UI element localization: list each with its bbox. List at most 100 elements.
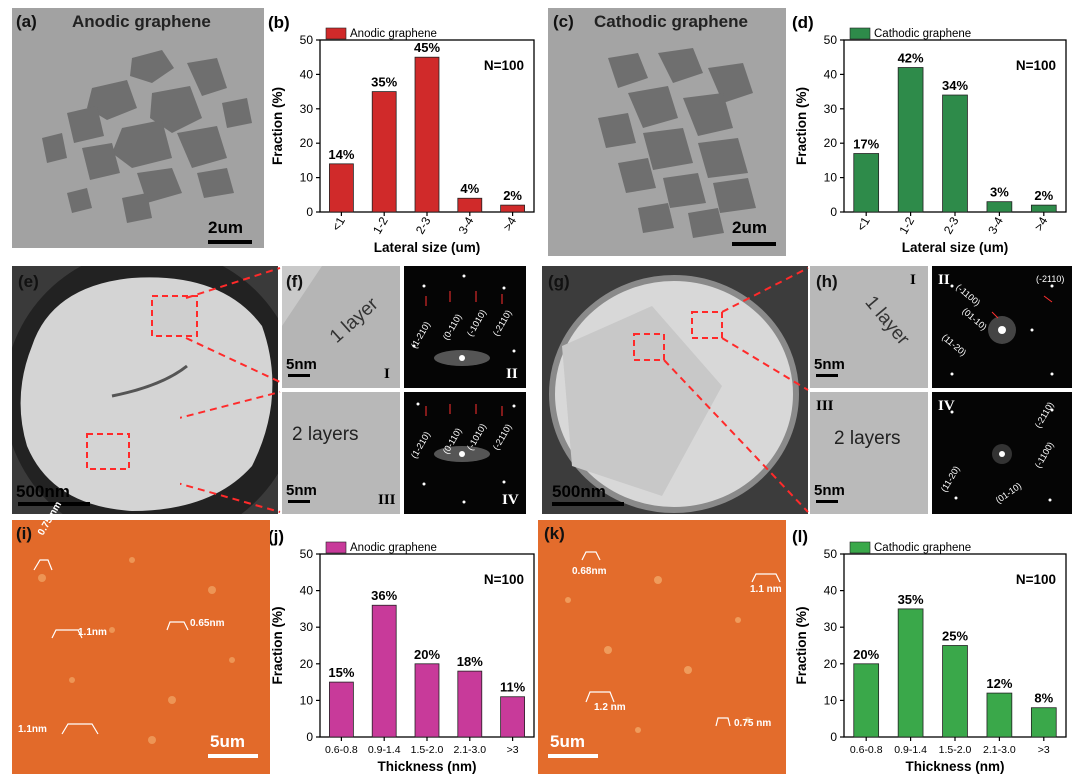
scale-label-f1: 5nm xyxy=(286,356,317,373)
bar-1-2 xyxy=(371,91,397,213)
y-tick-label: 50 xyxy=(300,33,314,47)
y-tick-label: 30 xyxy=(824,102,838,116)
zoom-lines-g xyxy=(663,267,809,513)
scale-label-c: 2um xyxy=(732,218,767,237)
hrtem-2layer-anodic xyxy=(282,392,400,514)
x-tick-label: 0.6-0.8 xyxy=(325,744,358,756)
x-tick-label: 2-3 xyxy=(941,214,962,236)
y-tick-label: 20 xyxy=(824,657,838,671)
subpanel-label-f-2: II xyxy=(506,366,518,382)
data-label: 15% xyxy=(328,665,354,680)
bar-chart-l: 0 10 20 30 40 50 20% 0.6-0.8 35% 0.9-1.4 25% 1.5-2.… xyxy=(790,522,1074,777)
subpanel-label-f-4: IV xyxy=(502,492,519,508)
data-label: 2% xyxy=(1034,188,1053,203)
x-tick-label: 2.1-3.0 xyxy=(453,744,486,756)
bar-2.1-3.0 xyxy=(457,670,483,738)
bar->4 xyxy=(1030,204,1057,213)
panel-label-a: (a) xyxy=(16,12,37,31)
x-tick-label: <1 xyxy=(329,214,348,233)
legend-label: Anodic graphene xyxy=(350,542,437,554)
y-tick-label: 0 xyxy=(830,730,837,744)
data-label: 14% xyxy=(328,147,354,162)
layer-label-2-h: 2 layers xyxy=(834,428,901,449)
height-label-k-1: 0.68nm xyxy=(572,566,607,577)
sample-count: N=100 xyxy=(1016,58,1056,73)
legend-label: Anodic graphene xyxy=(350,28,437,40)
bar-1-2 xyxy=(897,67,924,213)
subpanel-label-f-3: III xyxy=(378,492,396,508)
x-axis-label: Lateral size (um) xyxy=(902,240,1009,255)
y-axis-label: Fraction (%) xyxy=(794,606,809,684)
scale-label-f2: 5nm xyxy=(286,482,317,499)
legend-swatch xyxy=(849,27,871,40)
height-label-k-4: 0.75 nm xyxy=(734,718,772,729)
saed-1layer-cathodic xyxy=(932,266,1072,388)
x-tick-label: 3-4 xyxy=(985,214,1006,236)
y-tick-label: 10 xyxy=(300,171,314,185)
data-label: 3% xyxy=(990,185,1009,200)
panel-label-e: (e) xyxy=(18,272,39,291)
bar-2-3 xyxy=(942,94,968,213)
legend-label: Cathodic graphene xyxy=(874,542,971,554)
x-tick-label: >3 xyxy=(1038,744,1050,756)
x-axis-label: Thickness (nm) xyxy=(377,759,476,774)
data-label: 20% xyxy=(414,647,440,662)
y-tick-label: 10 xyxy=(824,693,838,707)
bar-3-4 xyxy=(986,201,1013,213)
y-tick-label: 40 xyxy=(300,584,314,598)
x-tick-label: 1-2 xyxy=(370,214,391,236)
bar-2-3 xyxy=(414,56,440,213)
x-axis-label: Lateral size (um) xyxy=(374,240,481,255)
saed-2layer-cathodic xyxy=(932,392,1072,514)
bar-1.5-2.0 xyxy=(942,645,968,738)
data-label: 4% xyxy=(460,181,479,196)
scale-label-a: 2um xyxy=(208,218,243,237)
y-tick-label: 10 xyxy=(824,171,838,185)
x-tick-label: >4 xyxy=(500,214,519,233)
y-tick-label: 50 xyxy=(300,547,314,561)
panel-label-d: (d) xyxy=(792,13,814,32)
height-label-i-4: 1.1nm xyxy=(18,724,47,735)
subpanel-label-h-3: III xyxy=(816,398,834,414)
sem-image-cathodic xyxy=(548,8,786,256)
data-label: 42% xyxy=(898,51,924,66)
data-label: 35% xyxy=(898,592,924,607)
data-label: 2% xyxy=(503,188,522,203)
bar->3 xyxy=(500,696,525,738)
data-label: 11% xyxy=(500,680,526,695)
bar->3 xyxy=(1030,707,1057,738)
chart-svg-j: 0 10 20 30 40 50 15% 0.6-0.8 36% 0.9-1.4 20% 1.5-2.… xyxy=(268,527,535,774)
scale-bar-g xyxy=(552,502,624,506)
panel-label-f: (f) xyxy=(286,272,303,291)
scale-bar-k xyxy=(548,754,598,758)
scale-bar-h2 xyxy=(816,500,838,503)
scale-bar-e xyxy=(18,502,90,506)
height-label-k-2: 1.1 nm xyxy=(750,584,782,595)
x-tick-label: 0.6-0.8 xyxy=(850,744,883,756)
y-tick-label: 30 xyxy=(824,620,838,634)
data-label: 25% xyxy=(942,629,968,644)
scale-bar-h1 xyxy=(816,374,838,377)
afm-image-cathodic xyxy=(538,520,786,774)
chart-svg-l: 0 10 20 30 40 50 20% 0.6-0.8 35% 0.9-1.4 25% 1.5-2.… xyxy=(792,527,1067,774)
hrtem-1layer-anodic xyxy=(282,266,400,388)
scale-bar-f2 xyxy=(288,500,310,503)
x-tick-label: >4 xyxy=(1031,214,1050,233)
y-axis-label: Fraction (%) xyxy=(270,87,285,165)
chart-svg-b: 0 10 20 30 40 50 14% <1 35% 1-2 45% 2-3 4% 3-4 2% >4 Lat… xyxy=(268,13,535,255)
x-tick-label: >3 xyxy=(507,744,519,756)
bar-0.9-1.4 xyxy=(897,608,924,738)
y-tick-label: 30 xyxy=(300,620,314,634)
x-tick-label: 3-4 xyxy=(456,214,477,236)
scale-label-h2: 5nm xyxy=(814,482,845,499)
bar-0.6-0.8 xyxy=(329,681,354,738)
y-tick-label: 10 xyxy=(300,693,314,707)
subpanel-label-h-1: I xyxy=(910,272,916,288)
tem-membrane xyxy=(12,266,278,514)
data-label: 12% xyxy=(986,676,1012,691)
data-label: 18% xyxy=(457,654,483,669)
legend-label: Cathodic graphene xyxy=(874,28,971,40)
y-tick-label: 0 xyxy=(306,730,313,744)
y-tick-label: 30 xyxy=(300,102,314,116)
data-label: 8% xyxy=(1034,691,1053,706)
